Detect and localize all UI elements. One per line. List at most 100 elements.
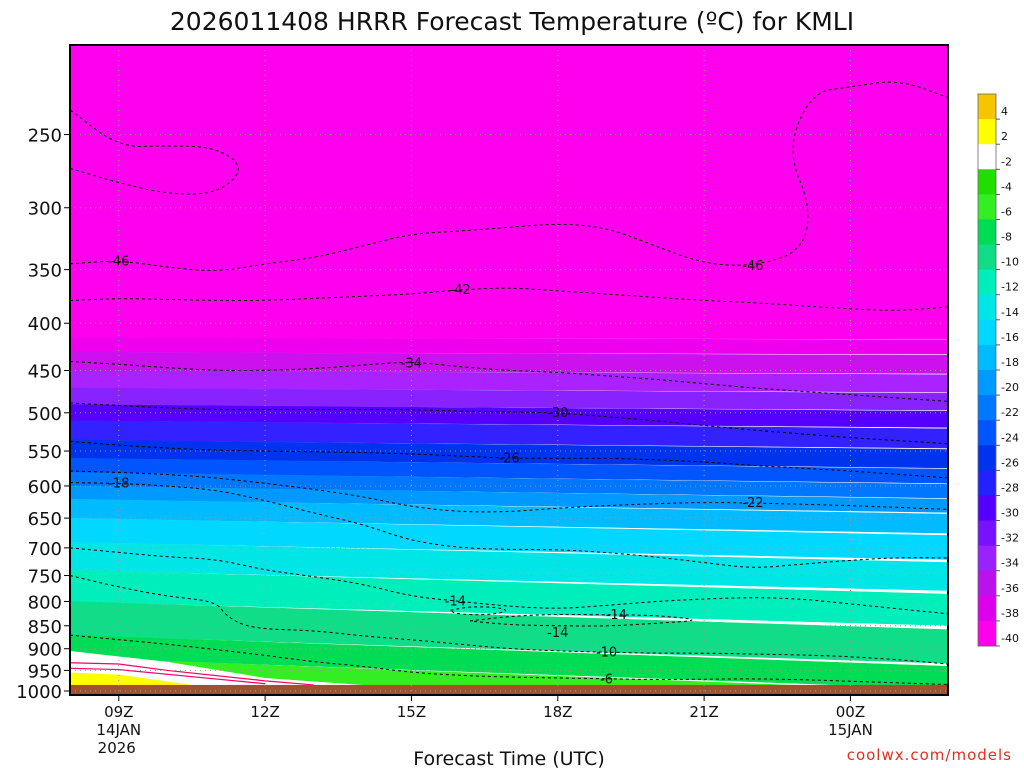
- contour-line: [70, 440, 948, 479]
- colorbar-swatch: [978, 94, 996, 120]
- colorbar-label: -24: [1001, 431, 1019, 444]
- colorbar-swatch: [978, 395, 996, 421]
- temperature-band: [70, 634, 948, 689]
- colorbar-label: -34: [1001, 557, 1019, 570]
- colorbar-swatch: [978, 370, 996, 396]
- x-tick-year: 2026: [98, 739, 136, 757]
- temperature-band: [70, 517, 948, 560]
- contour-labels: -46 -46 -42 -34 -30 -26 -22 -18 -14 -10 -6 -14 -14: [108, 255, 763, 688]
- temperature-band: [70, 485, 948, 513]
- contour-label: -14: [547, 626, 568, 641]
- temperature-band: [70, 404, 948, 428]
- x-tick-date: 14JAN: [96, 721, 141, 739]
- x-tick-label: 09Z: [104, 703, 133, 721]
- contour-label: -14: [606, 608, 627, 623]
- colorbar-swatch: [978, 119, 996, 145]
- y-tick-label: 750: [28, 567, 62, 588]
- contour-line: [70, 547, 948, 615]
- colorbar-label: -40: [1001, 632, 1019, 645]
- colorbar-label: -8: [1001, 231, 1012, 244]
- contour-line: [70, 634, 948, 686]
- warm-layer-yellow: [70, 672, 192, 685]
- x-axis-label: Forecast Time (UTC): [413, 748, 604, 768]
- temperature-fill: [70, 45, 948, 695]
- colorbar-label: -2: [1001, 155, 1012, 168]
- colorbar-swatch: [978, 319, 996, 346]
- colorbar-label: -10: [1001, 256, 1019, 269]
- colorbar-label: -20: [1001, 381, 1019, 394]
- colorbar-label: -30: [1001, 507, 1019, 520]
- contour-label: -26: [498, 451, 519, 466]
- ground-surface: [70, 684, 948, 695]
- temperature-band: [70, 472, 948, 499]
- colorbar-label: -36: [1001, 582, 1019, 595]
- colorbar-swatch: [978, 344, 996, 371]
- colorbar-label: -16: [1001, 331, 1019, 344]
- freezing-line: [70, 667, 266, 685]
- colorbar-label: 2: [1001, 130, 1008, 143]
- y-tick-label: 300: [28, 199, 62, 220]
- contour-lines: [70, 81, 948, 686]
- y-tick-label: 450: [28, 361, 62, 382]
- y-tick-label: 350: [28, 261, 62, 282]
- colorbar-swatch: [978, 420, 996, 446]
- contour-label: -30: [547, 406, 568, 421]
- contour-label: -14: [445, 594, 466, 609]
- plot-area: -46 -46 -42 -34 -30 -26 -22 -18 -14 -10 -6 -14 -14: [70, 45, 948, 695]
- y-tick-label: 600: [28, 477, 62, 498]
- contour-line: [70, 360, 948, 402]
- temperature-band: [70, 569, 948, 626]
- colorbar-swatch: [978, 495, 996, 522]
- colorbar-label: -32: [1001, 532, 1019, 545]
- chart-title: 2026011408 HRRR Forecast Temperature (ºC…: [170, 7, 854, 36]
- colorbar-label: -12: [1001, 281, 1019, 294]
- colorbar-swatch: [978, 545, 996, 572]
- warm-layer-white: [70, 650, 363, 685]
- y-tick-label: 700: [28, 539, 62, 560]
- contour-line: [450, 606, 506, 616]
- colorbar-label: -6: [1001, 205, 1012, 218]
- colorbar-swatch: [978, 294, 996, 321]
- colorbar-label: -4: [1001, 180, 1012, 193]
- credit-text: coolwx.com/models: [847, 746, 1012, 764]
- temperature-band: [70, 420, 948, 449]
- colorbar-label: -38: [1001, 607, 1019, 620]
- temperature-band: [70, 45, 948, 340]
- x-tick-date: 15JAN: [828, 721, 873, 739]
- contour-label: -22: [742, 496, 763, 511]
- colorbar-label: -14: [1001, 306, 1019, 319]
- colorbar-swatch: [978, 244, 996, 271]
- y-tick-label: 950: [28, 661, 62, 682]
- colorbar-swatch: [978, 470, 996, 496]
- contour-line: [469, 613, 693, 627]
- colorbar-swatch: [978, 445, 996, 471]
- y-tick-label: 800: [28, 592, 62, 613]
- contour-label: -42: [450, 283, 471, 298]
- y-axis: 2503003504004505005506006507007508008509…: [16, 126, 70, 703]
- contour-label: -34: [401, 356, 422, 371]
- colorbar-label: -26: [1001, 456, 1019, 469]
- contour-label: -46: [742, 259, 763, 274]
- contour-label: -46: [108, 255, 129, 270]
- near-surface-warm-layer: [70, 650, 363, 686]
- contour-line: [70, 482, 948, 568]
- colorbar-swatch: [978, 169, 996, 195]
- colorbar-swatch: [978, 144, 996, 170]
- temperature-band: [70, 351, 948, 374]
- x-tick-label: 00Z: [836, 703, 865, 721]
- y-tick-label: 250: [28, 126, 62, 147]
- y-tick-label: 900: [28, 640, 62, 661]
- y-tick-label: 500: [28, 404, 62, 425]
- colorbar-swatch: [978, 269, 996, 296]
- temperature-band: [70, 541, 948, 591]
- freezing-line: [70, 662, 314, 686]
- colorbar-label: -28: [1001, 481, 1019, 494]
- temperature-band: [70, 337, 948, 355]
- colorbar-swatch: [978, 520, 996, 547]
- y-tick-label: 400: [28, 314, 62, 335]
- colorbar-legend: 4 2 -2 -4 -6 -8 -10 -12 -14 -16 -18 -20 -22 -24 -26 -28…: [977, 93, 1019, 647]
- colorbar-swatch: [978, 570, 996, 597]
- colorbar-swatch: [978, 194, 996, 220]
- x-tick-label: 18Z: [543, 703, 572, 721]
